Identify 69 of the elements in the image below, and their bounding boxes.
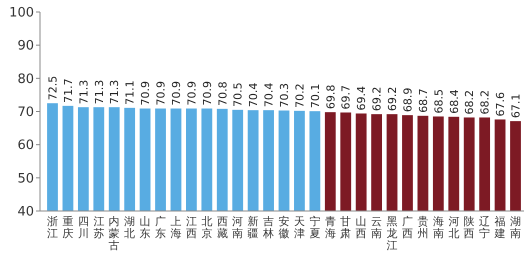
data-label: 68.2 <box>463 90 476 114</box>
x-tick-label: 山东 <box>140 215 151 240</box>
x-tick-label: 西藏 <box>216 215 228 240</box>
x-tick-label: 江苏 <box>93 215 104 240</box>
data-label: 70.9 <box>154 81 168 106</box>
x-tick-label: 福建 <box>494 215 506 240</box>
data-label: 70.2 <box>293 83 306 108</box>
data-label: 68.7 <box>416 88 430 113</box>
data-label: 72.5 <box>46 76 60 100</box>
data-label: 68.5 <box>432 88 446 114</box>
data-label: 70.4 <box>262 82 276 108</box>
data-label: 71.3 <box>77 80 90 104</box>
x-tick-label: 吉林 <box>262 215 274 240</box>
x-tick-label: 宁夏 <box>309 215 320 240</box>
data-label: 68.4 <box>448 89 461 114</box>
data-label: 69.8 <box>324 84 338 110</box>
data-label: 70.9 <box>139 81 152 106</box>
x-tick-label: 陕西 <box>464 215 475 240</box>
x-tick-label: 上海 <box>170 215 182 240</box>
data-label: 70.9 <box>170 81 183 106</box>
x-tick-label: 北京 <box>201 215 212 240</box>
x-tick-label: 内蒙古 <box>108 215 120 252</box>
data-label: 71.3 <box>108 80 122 104</box>
x-tick-label: 云南 <box>371 215 382 240</box>
x-tick-label: 广西 <box>402 215 413 240</box>
x-tick-label: 安徽 <box>278 215 290 240</box>
data-label: 68.9 <box>401 88 414 112</box>
data-label: 70.5 <box>232 82 245 107</box>
data-label: 69.7 <box>340 84 353 110</box>
data-label: 70.9 <box>200 81 214 106</box>
data-label: 71.7 <box>62 78 75 103</box>
x-tick-label: 湖南 <box>510 215 522 240</box>
x-tick-label: 辽宁 <box>479 215 490 240</box>
data-label: 69.2 <box>386 86 400 112</box>
y-tick-label: 40 <box>17 204 34 220</box>
data-label: 67.1 <box>510 94 523 118</box>
y-tick-label: 50 <box>17 171 34 186</box>
data-label: 69.4 <box>355 86 368 110</box>
x-tick-label: 新疆 <box>248 215 259 240</box>
x-tick-label: 浙江 <box>46 215 58 240</box>
data-label: 71.1 <box>124 80 137 105</box>
x-tick-label: 贵州 <box>417 215 428 240</box>
y-tick-label: 80 <box>17 72 34 87</box>
y-tick-label: 100 <box>9 6 34 21</box>
data-label: 70.4 <box>247 82 260 108</box>
data-label: 70.8 <box>216 81 230 106</box>
data-label: 70.1 <box>308 84 322 108</box>
x-tick-label: 湖北 <box>124 215 136 240</box>
x-tick-label: 广东 <box>155 215 166 240</box>
x-tick-label: 甘肃 <box>340 215 352 240</box>
x-tick-label: 天津 <box>294 215 305 240</box>
data-label: 69.2 <box>370 86 384 112</box>
x-tick-label: 海南 <box>432 215 444 240</box>
data-label: 68.2 <box>478 90 492 114</box>
x-tick-label: 青海 <box>324 215 336 240</box>
x-tick-label: 河南 <box>232 215 244 240</box>
x-tick-label: 河北 <box>448 215 460 240</box>
y-tick-label: 90 <box>17 38 34 54</box>
x-tick-label: 江西 <box>186 215 197 240</box>
x-tick-label: 四川 <box>78 215 89 240</box>
y-tick-label: 70 <box>17 105 34 120</box>
x-tick-label: 山西 <box>356 215 367 240</box>
x-tick-label: 重庆 <box>62 215 74 240</box>
data-label: 70.3 <box>278 83 291 108</box>
data-label: 71.3 <box>92 80 106 104</box>
y-tick-label: 60 <box>17 138 34 154</box>
x-tick-label: 黑龙江 <box>386 215 398 252</box>
data-label: 70.9 <box>185 81 198 106</box>
data-label: 67.6 <box>494 92 508 116</box>
